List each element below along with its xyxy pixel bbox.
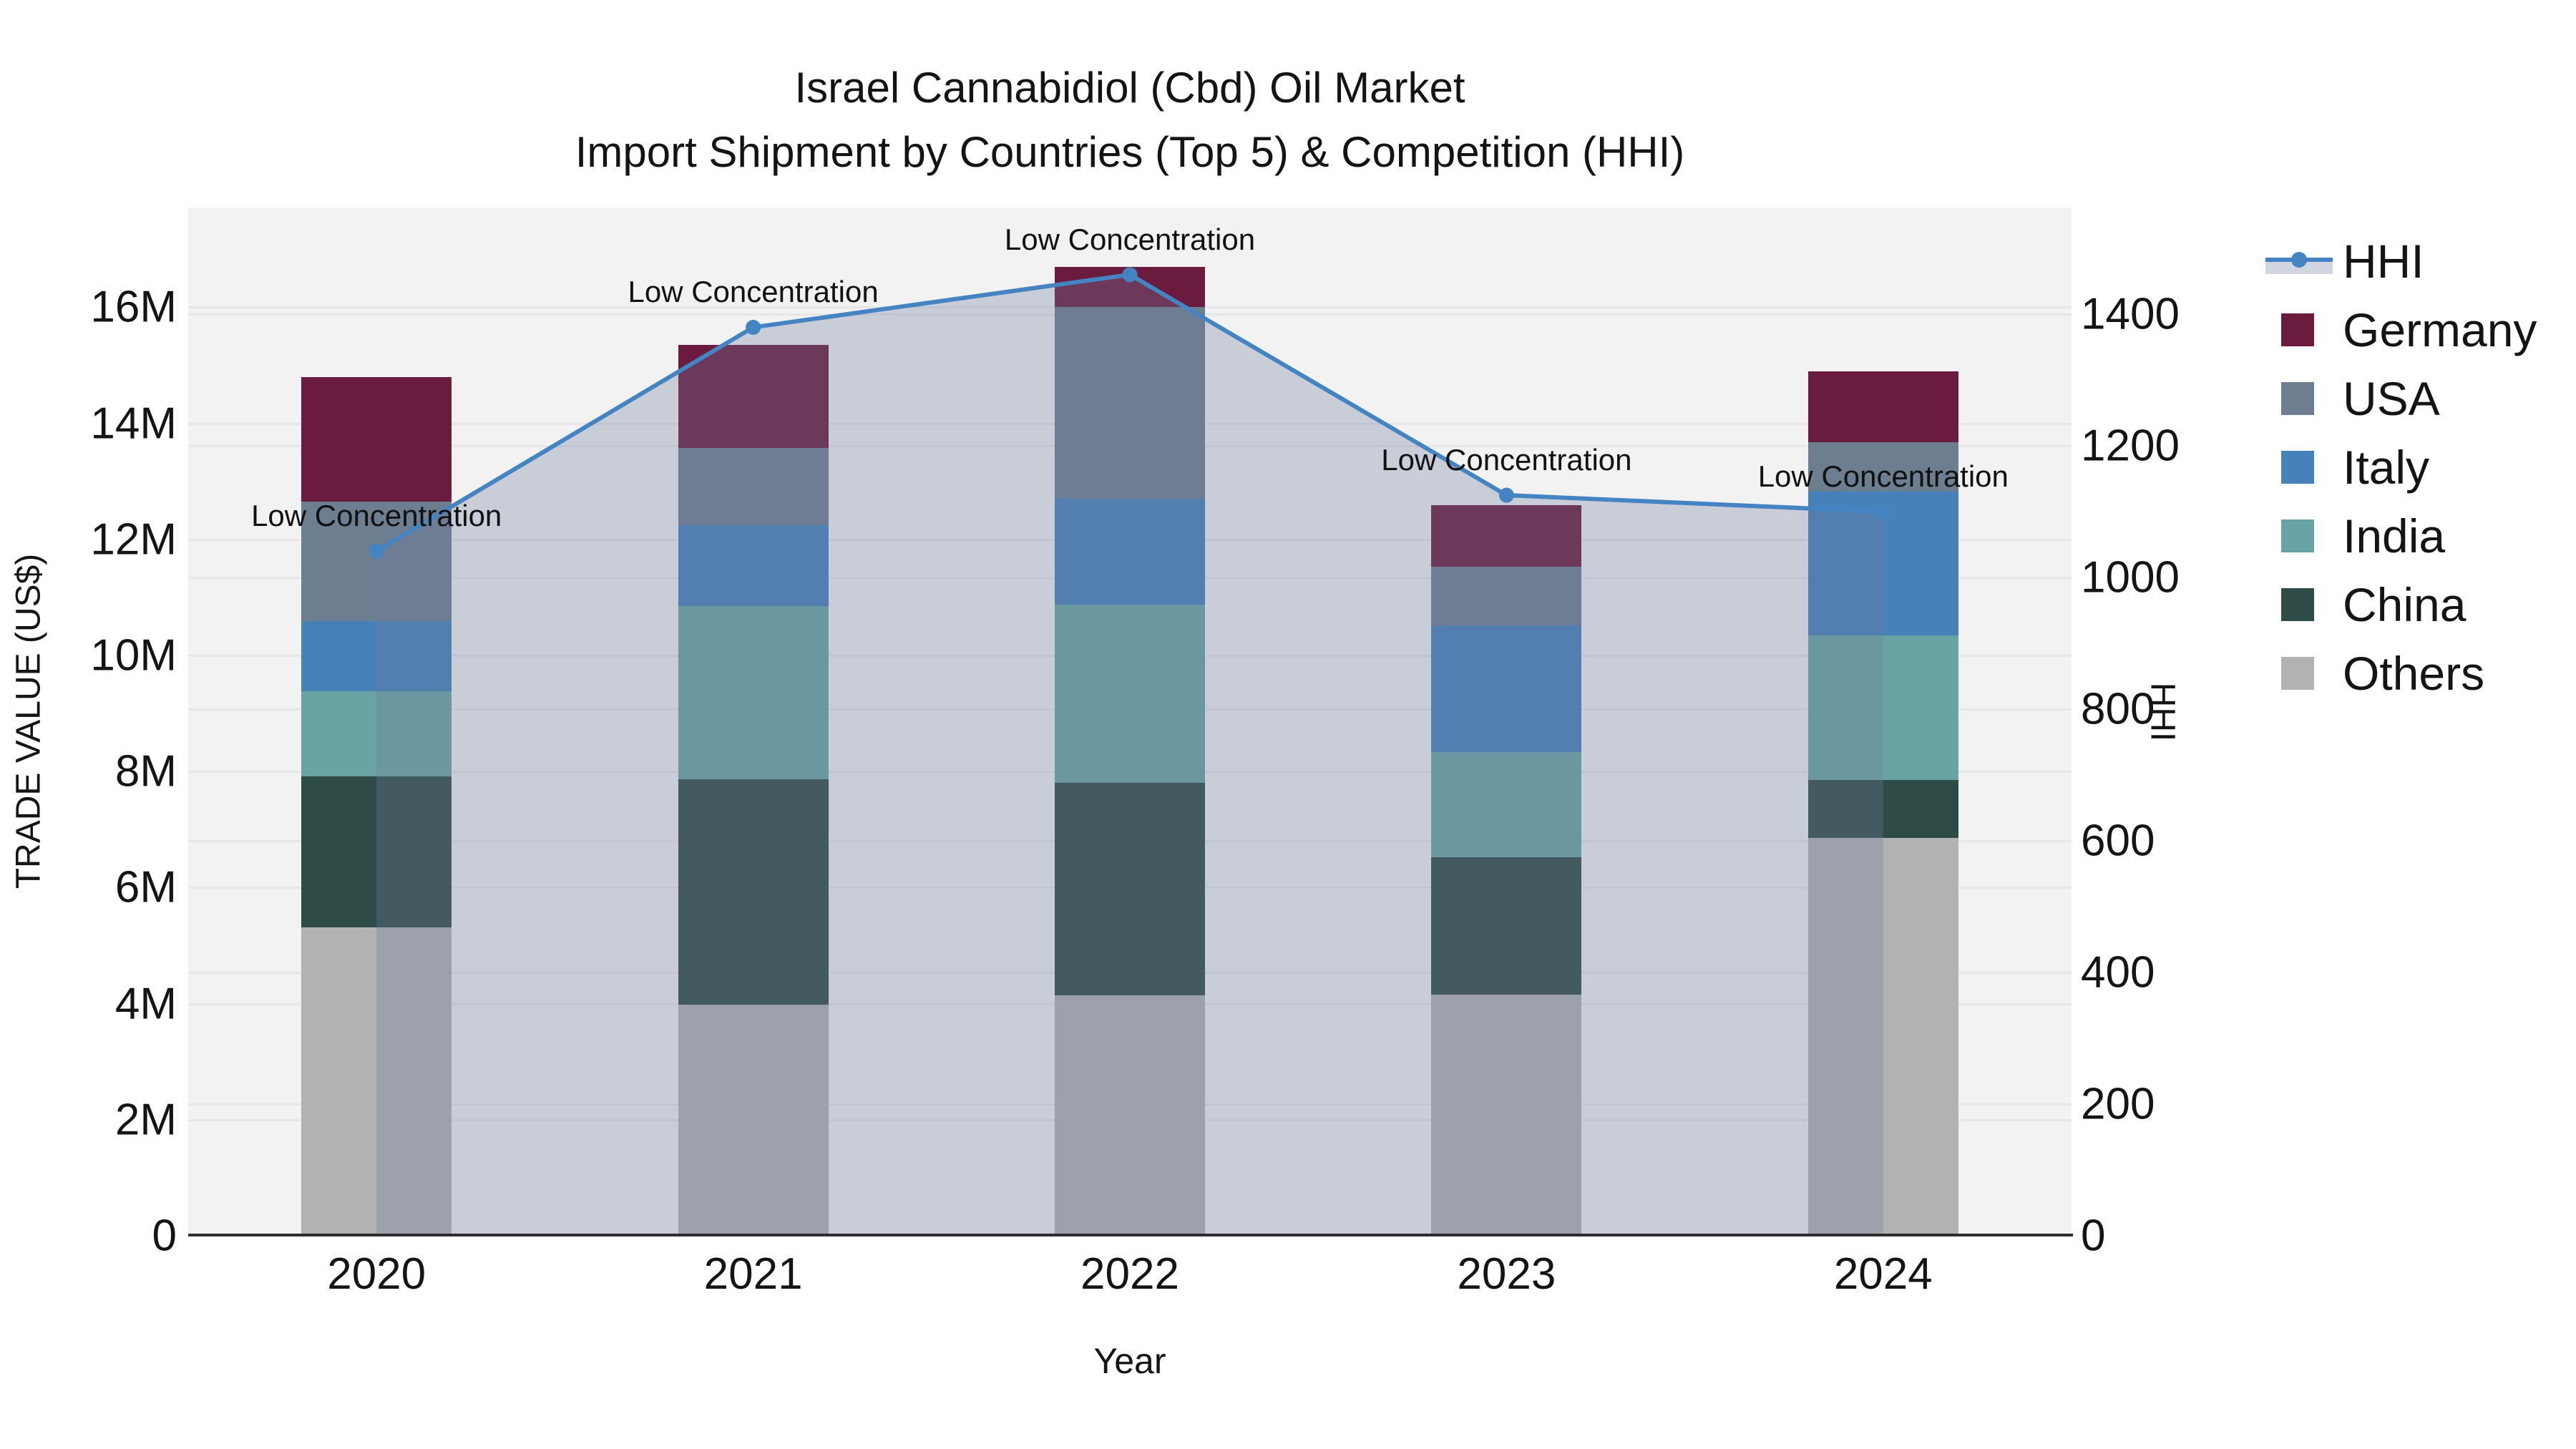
y-tick-label-left-8M: 8M xyxy=(114,746,177,796)
legend-swatch-others xyxy=(2281,657,2314,690)
bar-segment-china-2024 xyxy=(1807,779,1958,838)
x-axis-title: Year xyxy=(1093,1341,1166,1381)
y-tick-label-left-2M: 2M xyxy=(114,1095,177,1145)
legend-swatch-germany xyxy=(2281,313,2314,346)
bar-segment-usa-2021 xyxy=(678,447,829,526)
bar-segment-italy-2022 xyxy=(1055,499,1205,605)
x-tick-label-2021: 2021 xyxy=(703,1249,803,1299)
annotation-2023: Low Concentration xyxy=(1381,443,1632,477)
legend-mark-usa xyxy=(2247,374,2333,424)
bar-segment-china-2021 xyxy=(678,779,829,1005)
y-tick-label-right-800: 800 xyxy=(2081,684,2155,734)
legend-label-india: India xyxy=(2343,509,2446,562)
bar-segment-usa-2024 xyxy=(1807,441,1958,492)
legend-item-germany: Germany xyxy=(2247,303,2537,356)
legend-label-italy: Italy xyxy=(2343,441,2430,494)
annotation-2020: Low Concentration xyxy=(251,499,502,533)
x-tick-label-2022: 2022 xyxy=(1080,1249,1179,1299)
bar-segment-usa-2022 xyxy=(1055,306,1205,499)
legend-swatch-usa xyxy=(2281,382,2314,415)
hhi-marker-2022 xyxy=(1122,267,1138,283)
bar-segment-italy-2021 xyxy=(678,525,829,607)
y-tick-label-right-0: 0 xyxy=(2081,1211,2106,1261)
x-tick-label-2020: 2020 xyxy=(327,1249,426,1299)
legend-swatch-italy xyxy=(2281,451,2314,484)
bar-segment-others-2022 xyxy=(1055,995,1205,1236)
bar-segment-germany-2021 xyxy=(678,345,829,448)
y-tick-label-left-0: 0 xyxy=(152,1211,177,1261)
annotation-2021: Low Concentration xyxy=(628,275,879,309)
chart-subtitle: Import Shipment by Countries (Top 5) & C… xyxy=(575,128,1685,176)
legend-mark-china xyxy=(2247,580,2333,630)
legend-swatch-india xyxy=(2281,519,2314,552)
hhi-marker-2023 xyxy=(1498,487,1514,503)
bar-segment-germany-2020 xyxy=(301,376,452,502)
bar-segment-india-2020 xyxy=(301,691,452,776)
bar-segment-others-2024 xyxy=(1807,837,1958,1236)
legend-label-hhi: HHI xyxy=(2343,235,2424,288)
legend-mark-india xyxy=(2247,511,2333,561)
chart-title: Israel Cannabidiol (Cbd) Oil Market xyxy=(794,64,1465,112)
bar-segment-others-2021 xyxy=(678,1005,829,1236)
bar-segment-india-2023 xyxy=(1431,751,1582,858)
hhi-marker-swatch xyxy=(2291,252,2307,268)
y-tick-label-left-10M: 10M xyxy=(90,630,177,680)
legend-label-usa: USA xyxy=(2343,372,2440,425)
annotation-2022: Low Concentration xyxy=(1004,222,1256,256)
legend-item-china: China xyxy=(2247,578,2537,631)
legend-item-italy: Italy xyxy=(2247,441,2537,494)
y-tick-label-right-1200: 1200 xyxy=(2081,421,2180,471)
hhi-marker-2024 xyxy=(1875,504,1891,519)
plot-area: Low Concentration Low Concentration Low Co… xyxy=(188,208,2072,1236)
y-axis-title-right: HHI xyxy=(2143,682,2182,742)
y-tick-label-left-12M: 12M xyxy=(90,514,177,565)
bar-segment-italy-2023 xyxy=(1431,625,1582,752)
y-tick-label-right-1000: 1000 xyxy=(2081,552,2180,602)
y-tick-label-left-6M: 6M xyxy=(114,862,177,912)
hhi-marker-2021 xyxy=(746,319,761,335)
legend-label-others: Others xyxy=(2343,647,2485,700)
legend-mark-others xyxy=(2247,648,2333,698)
legend-mark-germany xyxy=(2247,305,2333,355)
hhi-area-fill xyxy=(376,274,1883,1236)
legend: HHI Germany USA Italy India China Others xyxy=(2247,235,2537,717)
y-tick-label-left-16M: 16M xyxy=(90,282,177,332)
y-tick-label-left-14M: 14M xyxy=(90,399,177,449)
hhi-line-layer xyxy=(369,267,1891,1236)
annotation-2024: Low Concentration xyxy=(1757,459,2009,494)
y-tick-label-right-200: 200 xyxy=(2081,1079,2155,1129)
legend-item-others: Others xyxy=(2247,647,2537,700)
y-axis-title-left: TRADE VALUE (US$) xyxy=(9,553,48,889)
hhi-marker-2020 xyxy=(369,543,384,559)
legend-item-hhi: HHI xyxy=(2247,235,2537,288)
legend-label-china: China xyxy=(2343,578,2467,631)
y-tick-label-left-4M: 4M xyxy=(114,979,177,1029)
legend-swatch-china xyxy=(2281,588,2314,621)
bar-segment-india-2022 xyxy=(1055,605,1205,783)
bar-segment-india-2021 xyxy=(678,606,829,779)
legend-item-usa: USA xyxy=(2247,372,2537,425)
bar-segment-italy-2020 xyxy=(301,621,452,692)
bar-segment-china-2020 xyxy=(301,776,452,928)
x-axis-spine xyxy=(188,1234,2073,1236)
chart-header: Israel Cannabidiol (Cbd) Oil Market Impo… xyxy=(188,56,2072,185)
legend-mark-italy xyxy=(2247,442,2333,492)
y-tick-label-right-1400: 1400 xyxy=(2081,289,2180,339)
bar-segment-others-2020 xyxy=(301,927,452,1236)
legend-mark-hhi xyxy=(2247,236,2333,286)
bar-segment-china-2023 xyxy=(1431,857,1582,995)
bar-segment-others-2023 xyxy=(1431,994,1582,1236)
legend-item-india: India xyxy=(2247,509,2537,562)
bar-segment-india-2024 xyxy=(1807,635,1958,780)
bar-segment-germany-2023 xyxy=(1431,505,1582,567)
x-tick-label-2023: 2023 xyxy=(1457,1249,1556,1299)
legend-label-germany: Germany xyxy=(2343,303,2537,356)
bar-segment-germany-2024 xyxy=(1807,371,1958,442)
bar-segment-usa-2023 xyxy=(1431,566,1582,625)
y-tick-label-right-400: 400 xyxy=(2081,947,2155,997)
x-tick-label-2024: 2024 xyxy=(1833,1249,1933,1299)
bar-segment-china-2022 xyxy=(1055,782,1205,996)
y-tick-label-right-600: 600 xyxy=(2081,816,2155,866)
